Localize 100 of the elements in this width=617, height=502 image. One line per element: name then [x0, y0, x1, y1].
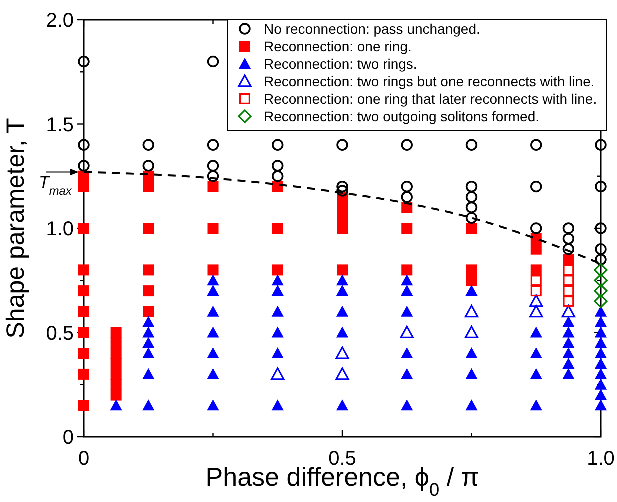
point — [466, 400, 478, 411]
point — [530, 139, 542, 151]
point — [78, 264, 90, 276]
point — [530, 400, 542, 411]
point — [401, 285, 414, 296]
point — [142, 400, 155, 411]
y-tick-label: 1.0 — [46, 218, 74, 240]
point — [530, 222, 542, 234]
point — [143, 181, 154, 192]
point — [272, 400, 284, 411]
point — [207, 306, 220, 317]
point — [562, 233, 575, 245]
point — [562, 305, 576, 318]
point — [272, 326, 284, 338]
point — [562, 348, 575, 359]
point — [110, 327, 122, 338]
point — [530, 294, 544, 308]
point — [207, 274, 220, 286]
point — [142, 337, 155, 348]
point — [337, 264, 348, 276]
point — [336, 139, 348, 151]
point — [530, 286, 542, 297]
point — [208, 181, 219, 192]
point — [78, 348, 90, 360]
point — [562, 337, 575, 348]
point — [466, 191, 478, 204]
point — [595, 139, 607, 151]
point — [337, 223, 348, 234]
point — [530, 305, 544, 318]
point — [208, 264, 219, 276]
point — [272, 139, 284, 151]
point — [401, 348, 414, 359]
point — [336, 306, 349, 317]
point — [272, 285, 284, 296]
point — [595, 222, 607, 234]
point — [594, 274, 608, 288]
point — [271, 368, 285, 380]
point — [466, 264, 478, 276]
point — [595, 244, 607, 256]
point — [336, 368, 350, 380]
point — [336, 285, 349, 296]
point — [272, 170, 284, 182]
point — [594, 378, 608, 390]
point — [594, 284, 608, 298]
point — [594, 368, 608, 380]
point — [208, 223, 219, 234]
point — [110, 390, 122, 401]
point — [466, 139, 478, 151]
point — [401, 191, 413, 204]
point — [401, 400, 414, 411]
point — [272, 274, 284, 286]
point — [207, 285, 220, 296]
y-tick-label: 1.5 — [46, 114, 74, 136]
point — [562, 326, 575, 338]
point — [78, 56, 90, 68]
point — [401, 274, 414, 286]
point — [143, 223, 154, 234]
legend-label: No reconnection: pass unchanged. — [264, 21, 480, 37]
point — [562, 358, 575, 369]
point — [530, 264, 542, 276]
point — [464, 326, 479, 338]
point — [143, 306, 154, 318]
point — [78, 306, 90, 318]
point — [563, 296, 574, 307]
point — [466, 368, 478, 380]
point — [401, 139, 413, 151]
point — [563, 275, 574, 286]
point — [336, 326, 349, 338]
point — [207, 160, 220, 172]
point — [78, 181, 90, 192]
point — [402, 264, 413, 276]
point — [272, 223, 284, 234]
point — [78, 139, 90, 151]
legend-label: Reconnection: two rings but one reconnects with line. — [264, 74, 595, 90]
point — [464, 305, 479, 318]
point — [594, 358, 608, 369]
point — [594, 294, 608, 308]
point — [530, 180, 542, 193]
point — [530, 368, 542, 380]
point — [272, 264, 284, 276]
point — [594, 337, 608, 348]
legend-label: Reconnection: two rings. — [264, 56, 418, 72]
point — [594, 400, 608, 411]
point — [466, 348, 478, 359]
point — [336, 185, 348, 197]
point — [207, 139, 220, 151]
point — [466, 202, 478, 214]
point — [207, 170, 220, 182]
legend-label: Reconnection: one ring that later reconnects with line. — [264, 91, 598, 107]
point — [400, 326, 414, 338]
point — [466, 212, 478, 224]
point — [78, 400, 90, 412]
point — [207, 400, 220, 411]
point — [594, 348, 608, 359]
point — [272, 306, 284, 317]
point — [466, 223, 478, 234]
point — [562, 222, 575, 234]
point — [562, 244, 575, 256]
point — [207, 326, 220, 338]
point — [110, 400, 122, 411]
